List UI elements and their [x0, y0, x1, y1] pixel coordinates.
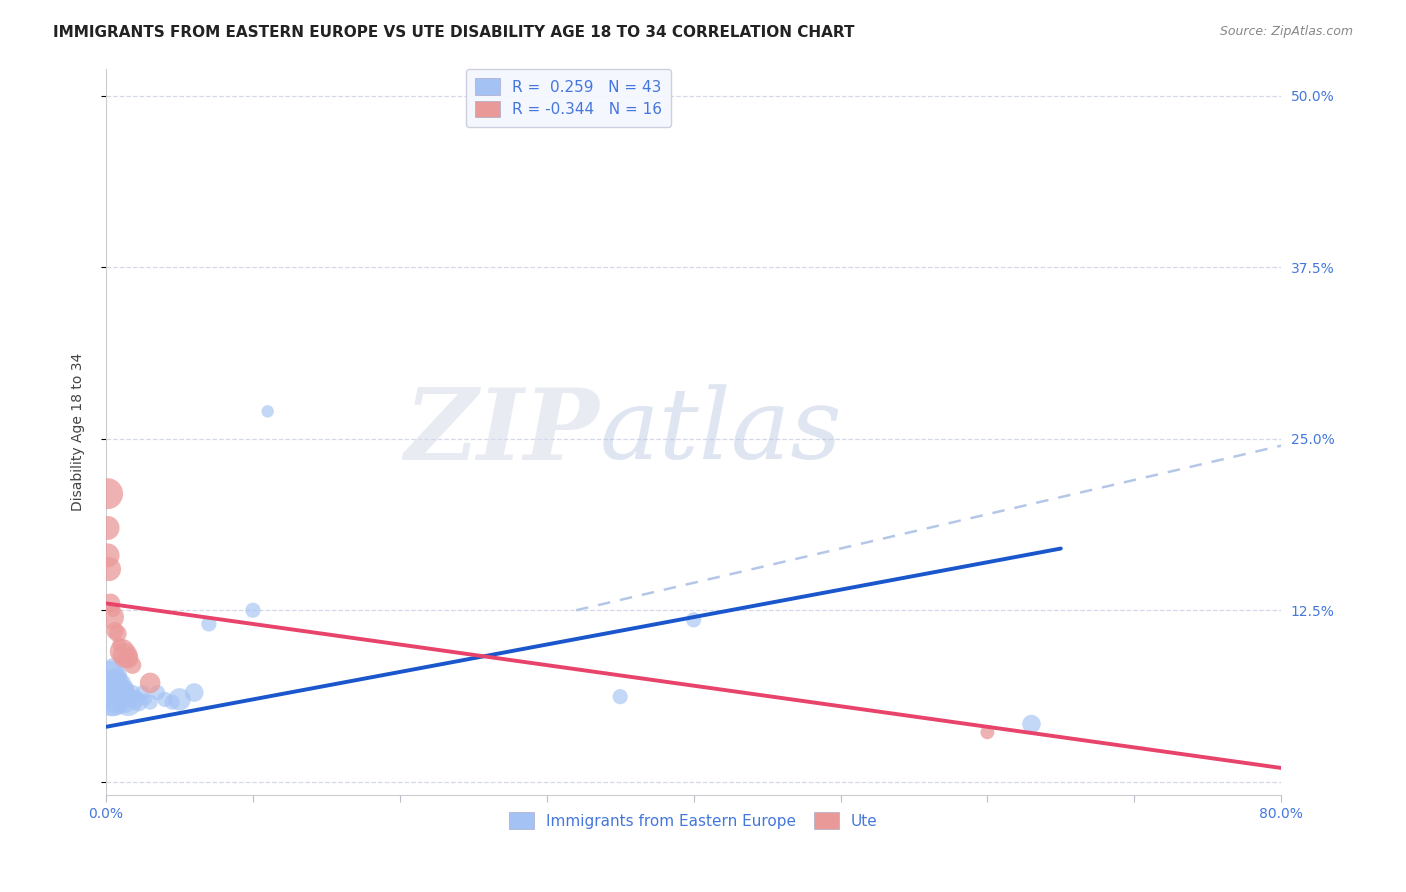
Point [117, 651, 139, 665]
Point [103, 603, 125, 617]
Point [98, 562, 121, 576]
Point [96, 681, 118, 696]
Text: IMMIGRANTS FROM EASTERN EUROPE VS UTE DISABILITY AGE 18 TO 34 CORRELATION CHART: IMMIGRANTS FROM EASTERN EUROPE VS UTE DI… [53, 25, 855, 40]
Point [115, 681, 138, 696]
Y-axis label: Disability Age 18 to 34: Disability Age 18 to 34 [72, 353, 86, 511]
Point [242, 603, 264, 617]
Point [104, 624, 127, 638]
Point [114, 685, 136, 699]
Point [118, 690, 141, 704]
Point [169, 692, 191, 706]
Point [96, 521, 118, 535]
Point [108, 638, 131, 652]
Point [101, 610, 124, 624]
Point [976, 725, 998, 739]
Text: atlas: atlas [599, 384, 842, 480]
Point [121, 685, 143, 699]
Legend: Immigrants from Eastern Europe, Ute: Immigrants from Eastern Europe, Ute [503, 806, 884, 835]
Point [105, 672, 128, 686]
Point [198, 617, 221, 632]
Point [100, 685, 122, 699]
Point [160, 695, 183, 709]
Point [101, 672, 124, 686]
Point [146, 685, 169, 699]
Point [104, 676, 127, 690]
Point [682, 613, 704, 627]
Point [124, 692, 146, 706]
Point [117, 695, 139, 709]
Point [111, 644, 134, 658]
Point [105, 692, 128, 706]
Point [108, 690, 131, 704]
Point [609, 690, 631, 704]
Point [132, 685, 155, 699]
Point [103, 681, 125, 696]
Point [96, 486, 118, 500]
Point [127, 695, 149, 709]
Point [103, 662, 125, 676]
Text: Source: ZipAtlas.com: Source: ZipAtlas.com [1219, 25, 1353, 38]
Point [110, 685, 132, 699]
Point [101, 690, 124, 704]
Point [108, 667, 131, 681]
Text: ZIP: ZIP [405, 384, 599, 480]
Point [104, 695, 127, 709]
Point [183, 685, 205, 699]
Point [103, 695, 125, 709]
Point [96, 549, 118, 563]
Point [98, 676, 121, 690]
Point [114, 648, 136, 663]
Point [1021, 717, 1043, 731]
Point [121, 658, 143, 673]
Point [107, 679, 129, 693]
Point [153, 692, 176, 706]
Point [110, 676, 132, 690]
Point [139, 695, 162, 709]
Point [111, 681, 134, 696]
Point [100, 596, 122, 610]
Point [107, 626, 129, 640]
Point [135, 692, 157, 706]
Point [100, 665, 122, 679]
Point [104, 685, 127, 699]
Point [112, 692, 135, 706]
Point [107, 685, 129, 699]
Point [139, 676, 162, 690]
Point [256, 404, 278, 418]
